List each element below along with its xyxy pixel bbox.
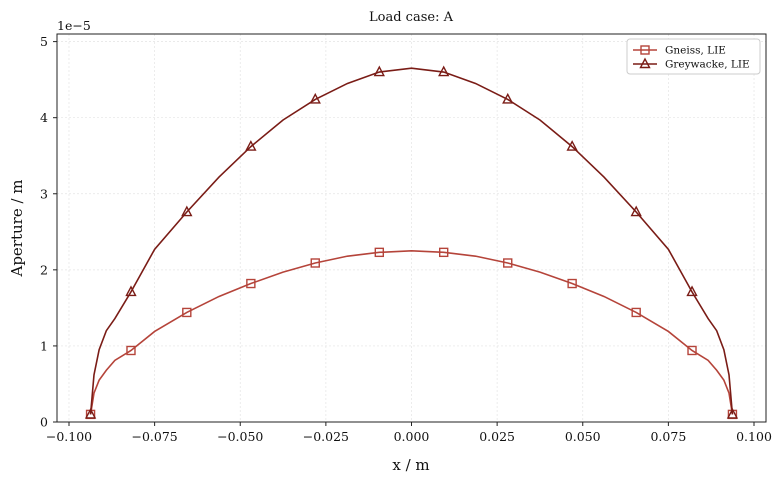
data-point-square bbox=[310, 258, 320, 268]
data-point-triangle bbox=[245, 140, 257, 151]
y-tick-label: 5 bbox=[40, 34, 48, 49]
series-gneiss-lie bbox=[85, 247, 738, 420]
y-axis-label: Aperture / m bbox=[8, 179, 26, 277]
grid bbox=[57, 34, 766, 423]
y-tick-label: 3 bbox=[40, 186, 48, 201]
data-point-triangle bbox=[502, 92, 514, 104]
data-point-square bbox=[687, 345, 697, 356]
data-point-square bbox=[438, 247, 449, 258]
data-point-triangle bbox=[125, 285, 137, 297]
legend-marker-square bbox=[640, 45, 650, 55]
data-point-square bbox=[567, 278, 577, 289]
y-tick-label: 2 bbox=[40, 262, 48, 277]
series-layer bbox=[84, 65, 739, 420]
legend-box bbox=[626, 38, 761, 75]
data-point-square bbox=[182, 307, 192, 318]
data-point-triangle bbox=[566, 140, 578, 151]
data-point-square bbox=[246, 278, 256, 289]
x-tick-label: 0.050 bbox=[565, 429, 601, 444]
data-point-square bbox=[503, 258, 513, 268]
x-tick-label: 0.025 bbox=[479, 429, 515, 444]
chart-title: Load case: A bbox=[369, 10, 454, 25]
data-point-triangle bbox=[84, 407, 97, 419]
legend-label: Greywacke, LIE bbox=[665, 59, 750, 71]
x-tick-label: −0.050 bbox=[217, 429, 263, 444]
y-tick-label: 0 bbox=[40, 415, 48, 430]
y-tick-label: 4 bbox=[40, 110, 48, 125]
data-point-triangle bbox=[630, 205, 642, 217]
x-tick-label: −0.075 bbox=[131, 429, 177, 444]
legend-marker-triangle bbox=[639, 57, 651, 69]
x-tick-label: −0.025 bbox=[303, 429, 349, 444]
data-point-square bbox=[631, 307, 641, 318]
x-tick-label: 0.000 bbox=[394, 429, 430, 444]
series-line bbox=[89, 67, 734, 415]
data-point-triangle bbox=[309, 92, 321, 104]
series-greywacke-lie bbox=[84, 65, 739, 419]
data-point-triangle bbox=[726, 407, 739, 419]
series-line bbox=[89, 250, 734, 415]
y-axis: 0 1 2 3 4 5 bbox=[40, 34, 57, 430]
data-point-triangle bbox=[686, 285, 698, 297]
data-point-square bbox=[374, 247, 385, 258]
data-point-square bbox=[126, 345, 136, 356]
x-tick-label: 0.100 bbox=[736, 429, 772, 444]
x-tick-label: 0.075 bbox=[650, 429, 686, 444]
x-axis-label: x / m bbox=[392, 456, 429, 474]
legend-label: Gneiss, LIE bbox=[665, 45, 726, 57]
data-point-triangle bbox=[438, 65, 450, 77]
y-tick-label: 1 bbox=[40, 338, 48, 353]
y-offset-label: 1e−5 bbox=[57, 18, 91, 33]
data-point-triangle bbox=[181, 205, 193, 217]
legend: Gneiss, LIE Greywacke, LIE bbox=[626, 38, 761, 75]
data-point-triangle bbox=[373, 65, 385, 77]
x-axis: −0.100 −0.075 −0.050 −0.025 0.000 0.025 0.050 0… bbox=[46, 422, 772, 444]
x-tick-label: −0.100 bbox=[46, 429, 92, 444]
